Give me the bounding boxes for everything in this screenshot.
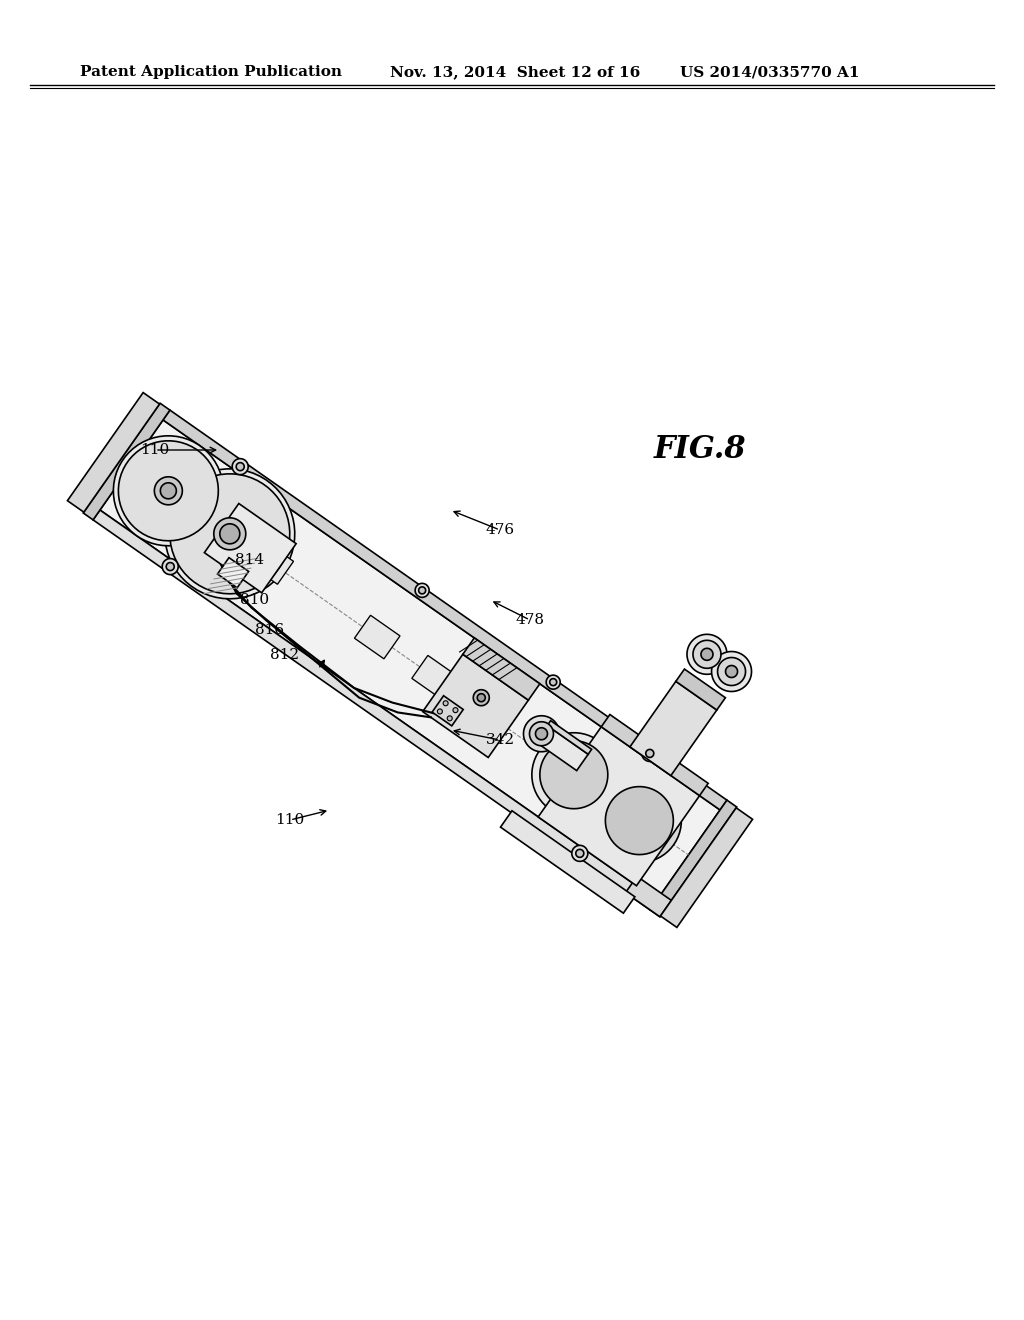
Polygon shape	[473, 690, 489, 706]
Text: 816: 816	[255, 623, 285, 638]
Text: 810: 810	[241, 593, 269, 607]
Polygon shape	[650, 800, 737, 917]
Polygon shape	[237, 462, 244, 471]
Polygon shape	[712, 652, 752, 692]
Text: 110: 110	[275, 813, 304, 828]
Polygon shape	[550, 741, 664, 855]
Polygon shape	[166, 562, 174, 570]
Polygon shape	[701, 648, 713, 660]
Text: 476: 476	[485, 523, 515, 537]
Polygon shape	[726, 665, 737, 677]
Polygon shape	[432, 696, 463, 726]
Polygon shape	[529, 722, 553, 746]
Polygon shape	[100, 420, 720, 900]
Polygon shape	[536, 727, 548, 739]
Polygon shape	[93, 510, 657, 909]
Text: US 2014/0335770 A1: US 2014/0335770 A1	[680, 65, 859, 79]
Polygon shape	[539, 727, 699, 886]
Polygon shape	[232, 458, 248, 475]
Polygon shape	[531, 733, 615, 817]
Polygon shape	[718, 657, 745, 685]
Polygon shape	[163, 411, 727, 810]
Polygon shape	[605, 787, 674, 854]
Polygon shape	[547, 721, 592, 754]
Polygon shape	[354, 615, 400, 659]
Polygon shape	[214, 517, 246, 550]
Polygon shape	[165, 469, 295, 599]
Polygon shape	[597, 779, 681, 862]
Polygon shape	[419, 587, 426, 594]
Polygon shape	[550, 678, 557, 685]
Polygon shape	[423, 655, 528, 758]
Polygon shape	[68, 392, 160, 512]
Polygon shape	[687, 635, 727, 675]
Polygon shape	[447, 715, 453, 721]
Polygon shape	[155, 477, 182, 504]
Polygon shape	[626, 876, 672, 917]
Polygon shape	[546, 675, 560, 689]
Polygon shape	[693, 640, 721, 668]
Text: FIG.8: FIG.8	[653, 434, 746, 466]
Polygon shape	[162, 558, 178, 574]
Polygon shape	[412, 656, 458, 700]
Polygon shape	[453, 708, 458, 713]
Text: 478: 478	[515, 612, 545, 627]
Polygon shape	[501, 810, 635, 913]
Polygon shape	[217, 557, 249, 587]
Polygon shape	[660, 808, 753, 928]
Polygon shape	[477, 694, 485, 702]
Polygon shape	[571, 845, 588, 862]
Polygon shape	[248, 541, 294, 585]
Polygon shape	[630, 681, 717, 776]
Polygon shape	[601, 714, 709, 796]
Polygon shape	[119, 441, 218, 541]
Polygon shape	[523, 715, 559, 752]
Polygon shape	[540, 741, 608, 809]
Polygon shape	[161, 483, 176, 499]
Polygon shape	[437, 709, 442, 714]
Text: 342: 342	[485, 733, 515, 747]
Text: 814: 814	[236, 553, 264, 568]
Text: Patent Application Publication: Patent Application Publication	[80, 65, 342, 79]
Polygon shape	[205, 503, 296, 593]
Polygon shape	[642, 746, 657, 762]
Text: 812: 812	[270, 648, 300, 663]
Polygon shape	[575, 849, 584, 858]
Polygon shape	[114, 436, 223, 545]
Polygon shape	[646, 750, 653, 758]
Text: Nov. 13, 2014  Sheet 12 of 16: Nov. 13, 2014 Sheet 12 of 16	[390, 65, 640, 79]
Polygon shape	[83, 403, 170, 520]
Polygon shape	[676, 669, 725, 710]
Polygon shape	[443, 701, 449, 706]
Text: 110: 110	[140, 444, 170, 457]
Polygon shape	[463, 638, 540, 700]
Polygon shape	[220, 524, 240, 544]
Polygon shape	[415, 583, 429, 598]
Polygon shape	[536, 726, 588, 771]
Polygon shape	[170, 474, 290, 594]
